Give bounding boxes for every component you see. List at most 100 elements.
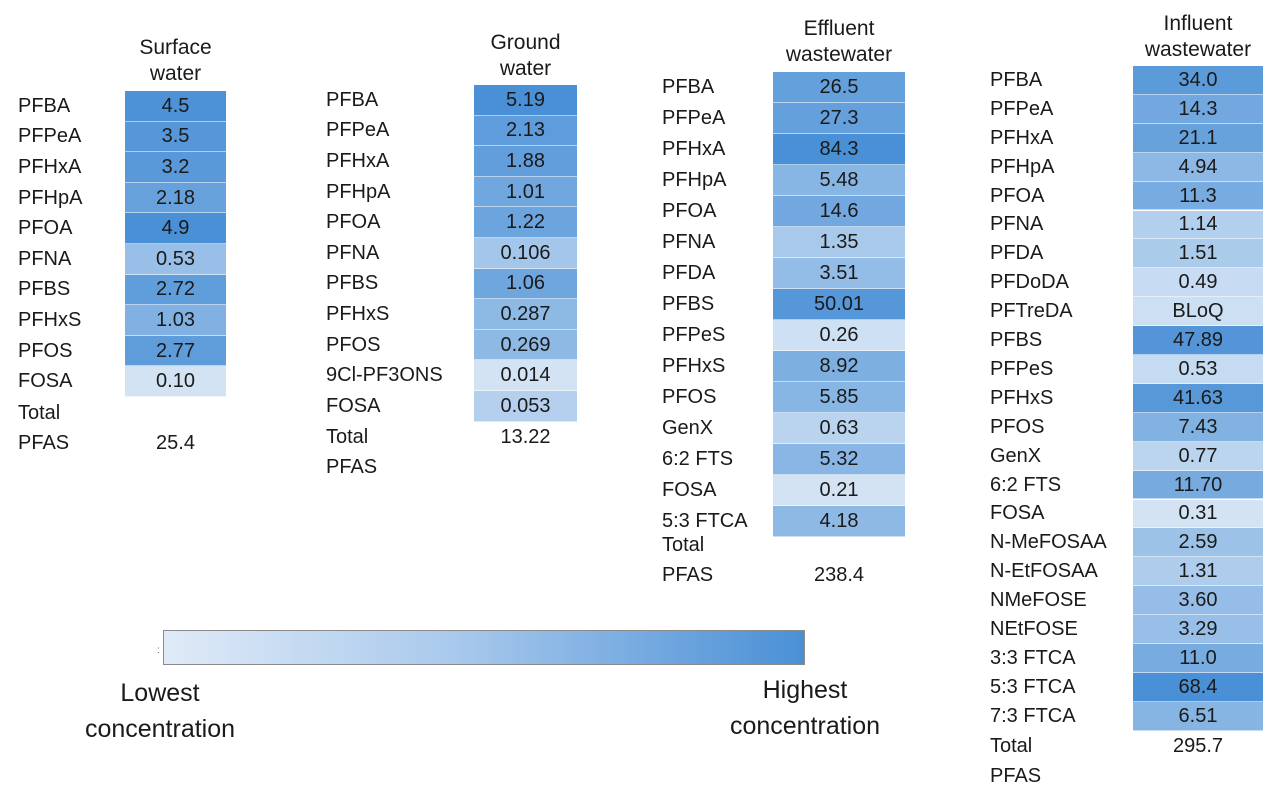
heatmap-cell-3-3-ftca: 11.0 (1133, 644, 1263, 673)
row-label-pftreda: PFTreDA (990, 300, 1073, 323)
heatmap-cell-pfhxa: 1.88 (474, 146, 577, 177)
heatmap-panel-surface-water: Surface water PFBA 4.5 PFPeA 3.5 PFHxA 3.2 PFHpA… (0, 0, 226, 454)
heatmap-cell-n-mefosaa: 2.59 (1133, 528, 1263, 558)
legend-low-line-2: concentration (84, 715, 236, 743)
total-pfas-value: 295.7 (1172, 735, 1224, 757)
row-label-pfos: PFOS (990, 415, 1045, 438)
column-header-line: wastewater (1144, 38, 1252, 61)
row-label-pfba: PFBA (18, 94, 71, 117)
row-label-6-2-fts: 6:2 FTS (662, 448, 734, 470)
row-label-genx: GenX (662, 417, 714, 439)
heatmap-cell-pfhxs: 41.63 (1133, 383, 1263, 413)
row-label-pfna: PFNA (18, 247, 72, 270)
row-label-pfba: PFBA (990, 68, 1043, 91)
row-label-pfhpa: PFHpA (18, 186, 83, 209)
row-label-pfbs: PFBS (326, 272, 379, 295)
heatmap-panel-effluent-wastewater: Effluent wastewater PFBA 26.5 PFPeA 27.3 PFHxA… (0, 0, 905, 586)
legend-high-line-1: Highest (762, 676, 848, 704)
total-label-line: PFAS (18, 432, 70, 454)
row-label-pfpes: PFPeS (662, 324, 726, 346)
heatmap-cell-fosa: 0.10 (125, 366, 226, 397)
row-label-pfhpa: PFHpA (990, 155, 1055, 178)
heatmap-cell-pfbs: 50.01 (773, 289, 905, 320)
row-label-pfda: PFDA (662, 262, 716, 284)
row-label-pfos: PFOS (662, 386, 717, 408)
heatmap-cell-pfos: 0.269 (474, 329, 577, 361)
row-label-pfdoda: PFDoDA (990, 271, 1069, 294)
legend-high-line-2: concentration (729, 712, 881, 740)
legend-low-label: Lowest concentration (60, 675, 260, 747)
row-label-pfpea: PFPeA (662, 107, 726, 129)
row-label-pfoa: PFOA (326, 211, 381, 234)
row-label-n-etfosaa: N-EtFOSAA (990, 560, 1098, 583)
total-pfas-label: Total PFAS (326, 422, 377, 482)
row-label-pfhxa: PFHxA (18, 155, 82, 178)
row-label-pfpea: PFPeA (990, 97, 1054, 120)
row-label-fosa: FOSA (326, 394, 381, 417)
row-label-pfbs: PFBS (990, 329, 1043, 352)
heatmap-cell-pfna: 0.106 (474, 238, 577, 269)
heatmap-cell-fosa: 0.31 (1133, 499, 1263, 529)
heatmap-cell-5-3-ftca: 68.4 (1133, 672, 1263, 702)
heatmap-cell-fosa: 0.053 (474, 391, 577, 422)
heatmap-cell-n-etfosaa: 1.31 (1133, 557, 1263, 587)
heatmap-cell-pfpea: 14.3 (1133, 94, 1263, 124)
heatmap-cell-pfbs: 2.72 (125, 274, 226, 306)
total-label-line: Total (18, 402, 61, 424)
heatmap-cell-pftreda: BLoQ (1133, 297, 1263, 327)
total-label-line: PFAS (662, 564, 714, 586)
row-label-6-2-fts: 6:2 FTS (990, 473, 1062, 496)
heatmap-cell-pfos: 5.85 (773, 382, 905, 413)
row-label-pfpea: PFPeA (18, 125, 82, 148)
heatmap-cell-pfos: 7.43 (1133, 412, 1263, 442)
row-label-pfoa: PFOA (18, 217, 73, 240)
total-label-line: Total (662, 534, 705, 556)
heatmap-cell-pfhpa: 1.01 (474, 176, 577, 208)
column-header: Ground water (466, 30, 585, 82)
row-label-pfhpa: PFHpA (662, 169, 727, 191)
total-pfas-value: 238.4 (813, 564, 865, 586)
row-label-pfba: PFBA (662, 76, 715, 98)
heatmap-cell-pfpea: 27.3 (773, 103, 905, 134)
row-label-fosa: FOSA (18, 370, 73, 393)
row-label-pfhxa: PFHxA (662, 138, 726, 160)
heatmap-cell-pfda: 3.51 (773, 258, 905, 289)
row-label-fosa: FOSA (662, 479, 717, 501)
heatmap-cell-pfda: 1.51 (1133, 239, 1263, 269)
heatmap-cell-5-3-ftca: 4.18 (773, 506, 905, 537)
row-label-pfhxs: PFHxS (990, 386, 1054, 409)
heatmap-cell-netfose: 3.29 (1133, 615, 1263, 644)
row-label-5-3-ftca: 5:3 FTCA (990, 675, 1076, 698)
heatmap-cell-pfbs: 1.06 (474, 268, 577, 300)
row-label-5-3-ftca: 5:3 FTCA (662, 510, 748, 532)
heatmap-cell-pfoa: 11.3 (1133, 181, 1263, 211)
heatmap-cell-6-2-fts: 5.32 (773, 444, 905, 475)
heatmap-cell-pfhpa: 2.18 (125, 182, 226, 214)
heatmap-cell-genx: 0.63 (773, 413, 905, 444)
column-header-line: Ground (490, 31, 561, 54)
row-label-pfhxs: PFHxS (326, 302, 390, 325)
row-label-3-3-ftca: 3:3 FTCA (990, 646, 1076, 669)
heatmap-cell-7-3-ftca: 6.51 (1133, 701, 1263, 731)
heatmap-cell-pfhxa: 84.3 (773, 134, 905, 165)
heatmap-cell-pfba: 26.5 (773, 72, 905, 103)
heatmap-cell-6-2-fts: 11.70 (1133, 470, 1263, 500)
row-label-7-3-ftca: 7:3 FTCA (990, 704, 1076, 727)
total-label-line: Total PFAS (990, 735, 1042, 787)
column-header-line: water (149, 62, 202, 85)
row-label-pfba: PFBA (326, 88, 379, 111)
row-label-pfoa: PFOA (662, 200, 717, 222)
row-label-9cl-pf3ons: 9Cl-PF3ONS (326, 364, 443, 387)
column-header-line: wastewater (785, 43, 893, 66)
row-label-nmefose: NMeFOSE (990, 589, 1087, 612)
row-label-fosa: FOSA (990, 502, 1045, 525)
total-pfas-label: Total PFAS (18, 398, 69, 458)
column-header-line: Influent (1163, 12, 1233, 35)
row-label-pfhxa: PFHxA (990, 126, 1054, 149)
total-pfas-label: Total PFAS (662, 530, 713, 590)
column-header: Effluent wastewater (765, 16, 913, 68)
heatmap-cell-pfpea: 2.13 (474, 115, 577, 147)
heatmap-cell-pfba: 4.5 (125, 91, 226, 122)
column-header-line: Surface (139, 36, 212, 59)
